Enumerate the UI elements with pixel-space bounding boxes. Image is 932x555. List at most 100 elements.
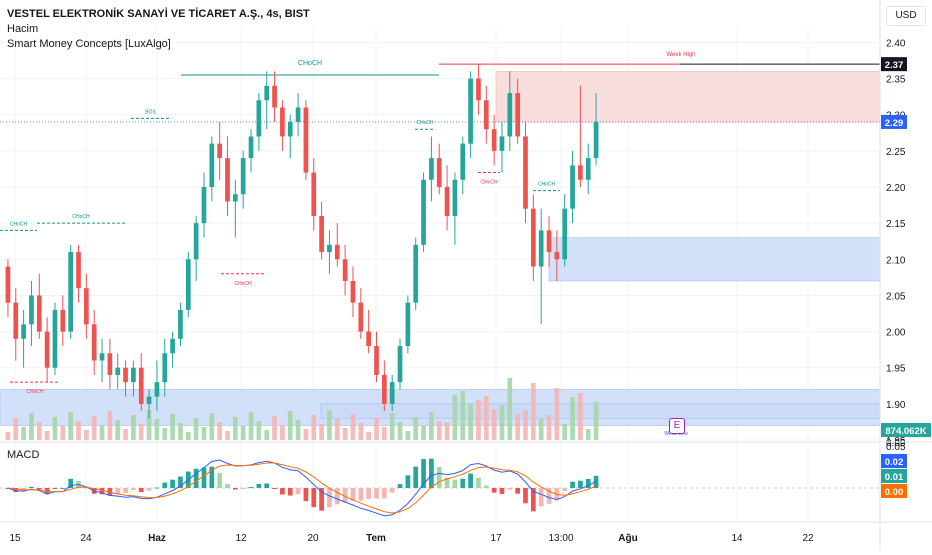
macd-histogram-bar	[36, 488, 42, 490]
candle-body	[546, 230, 552, 253]
volume-bar	[374, 418, 379, 440]
candle-body	[36, 295, 42, 332]
week-high-badge: 2.37	[885, 60, 904, 71]
volume-bar	[554, 388, 560, 440]
candle-body	[334, 244, 340, 260]
volume-bar	[240, 426, 246, 440]
signal-value-badge-bg	[881, 469, 907, 483]
volume-bar	[327, 410, 332, 440]
volume-bar	[381, 427, 387, 440]
time-tick-label: 24	[80, 533, 92, 544]
price-tick-label: 2.10	[886, 255, 906, 266]
volume-bar	[491, 409, 497, 440]
candle-body	[240, 158, 246, 195]
earnings-event-badge[interactable]: E	[669, 418, 685, 434]
macd-histogram-bar	[240, 488, 246, 489]
volume-bar	[476, 400, 481, 440]
macd-histogram-bar	[585, 478, 591, 488]
last-price-badge: 2.29	[885, 118, 904, 129]
smc-indicator-label[interactable]: Smart Money Concepts [LuxAlgo]	[7, 38, 171, 50]
price-tick-label: 2.35	[886, 75, 906, 86]
candle-body	[68, 252, 74, 332]
last-price-badge-bg	[881, 114, 907, 129]
volume-bar	[421, 426, 426, 440]
macd-histogram-bar	[201, 467, 207, 488]
macd-histogram-bar	[225, 484, 230, 488]
macd-indicator-label[interactable]: MACD	[7, 449, 40, 461]
macd-histogram-bar	[256, 484, 262, 488]
macd-histogram-bar	[68, 478, 74, 488]
chart-legend: VESTEL ELEKTRONİK SANAYİ VE TİCARET A.Ş.…	[7, 7, 310, 52]
volume-bar	[460, 391, 466, 440]
volume-bar	[21, 427, 26, 440]
volume-bar	[115, 420, 121, 440]
candle-body	[256, 100, 262, 137]
macd-line	[7, 459, 597, 517]
candle-body	[578, 165, 583, 180]
time-tick-label: Ağu	[618, 533, 637, 544]
candle-body	[225, 158, 230, 202]
zone-demand	[320, 403, 881, 419]
macd-histogram-bar	[29, 486, 34, 488]
volume-indicator-label[interactable]: Hacim	[7, 23, 39, 35]
time-tick-label: 22	[802, 533, 814, 544]
candle-body	[264, 85, 270, 101]
candle-body	[523, 136, 528, 209]
volume-bar	[107, 411, 113, 440]
macd-histogram-bar	[264, 483, 270, 488]
macd-histogram-bar	[460, 478, 466, 488]
candle-body	[593, 121, 599, 159]
volume-bar	[36, 422, 42, 440]
volume-bar	[123, 429, 128, 440]
macd-tick-label: 0.05	[886, 442, 906, 453]
volume-bar	[225, 431, 230, 440]
volume-bar	[138, 424, 144, 440]
price-tick-label: 2.20	[886, 183, 906, 194]
volume-bar	[562, 424, 568, 440]
price-tick-label: 2.05	[886, 291, 906, 302]
macd-histogram-bar	[60, 487, 66, 489]
candle-body	[138, 367, 144, 404]
price-tick-label: 2.00	[886, 328, 906, 339]
macd-histogram-bar	[397, 484, 403, 488]
structure-label: CHoCH	[480, 180, 498, 186]
macd-histogram-bar	[499, 488, 505, 494]
currency-selector[interactable]: USD	[886, 6, 926, 26]
volume-bar	[499, 405, 505, 440]
macd-histogram-bar	[468, 473, 473, 488]
macd-histogram-bar	[429, 458, 434, 488]
volume-bar	[146, 410, 152, 440]
macd-histogram-bar	[295, 488, 301, 495]
candle-body	[13, 302, 19, 339]
candle-body	[83, 288, 89, 325]
volume-bar	[342, 428, 348, 440]
candle-body	[381, 374, 387, 404]
candle-body	[436, 158, 442, 188]
macd-histogram-bar	[491, 488, 497, 493]
candle-body	[60, 309, 66, 332]
volume-bar	[264, 430, 270, 440]
candle-body	[397, 346, 403, 383]
volume-bar	[193, 418, 199, 440]
structure-label: CHoCH	[416, 120, 434, 126]
macd-histogram-bar	[170, 479, 175, 488]
macd-pane	[0, 458, 880, 517]
candle-body	[350, 280, 356, 303]
volume-bar	[217, 422, 223, 440]
candle-body	[585, 158, 591, 180]
volume-bar	[178, 423, 183, 440]
candle-body	[29, 295, 34, 325]
candle-body	[319, 215, 324, 253]
volume-badge: 874.062K	[885, 426, 926, 437]
symbol-title[interactable]: VESTEL ELEKTRONİK SANAYİ VE TİCARET A.Ş.…	[7, 8, 310, 20]
candle-body	[178, 309, 183, 339]
volume-bar	[515, 414, 521, 440]
volume-bar	[311, 415, 317, 440]
volume-bars	[5, 378, 599, 440]
candle-body	[476, 78, 481, 101]
macd-histogram-bar	[436, 467, 442, 488]
candle-body	[52, 309, 58, 368]
volume-bar	[452, 395, 458, 440]
